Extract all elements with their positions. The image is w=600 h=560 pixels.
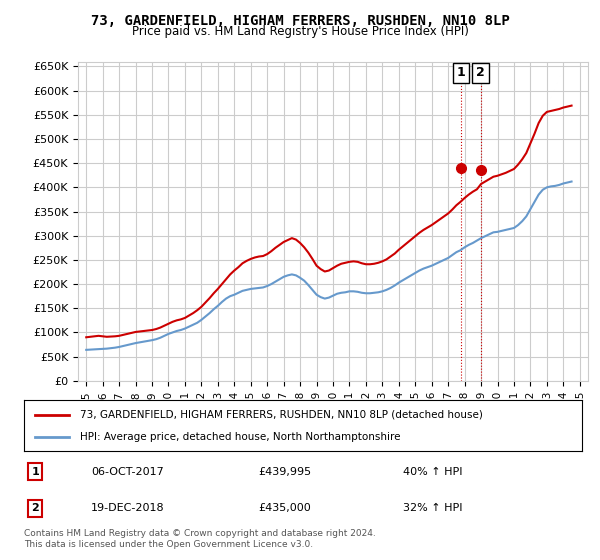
Text: Price paid vs. HM Land Registry's House Price Index (HPI): Price paid vs. HM Land Registry's House … [131, 25, 469, 38]
Text: HPI: Average price, detached house, North Northamptonshire: HPI: Average price, detached house, Nort… [80, 432, 400, 442]
Text: £439,995: £439,995 [259, 467, 311, 477]
Text: 40% ↑ HPI: 40% ↑ HPI [403, 467, 463, 477]
Text: 73, GARDENFIELD, HIGHAM FERRERS, RUSHDEN, NN10 8LP (detached house): 73, GARDENFIELD, HIGHAM FERRERS, RUSHDEN… [80, 409, 482, 419]
Text: 1: 1 [457, 66, 465, 80]
Text: 32% ↑ HPI: 32% ↑ HPI [403, 503, 463, 513]
Text: 1: 1 [31, 467, 39, 477]
Text: 06-OCT-2017: 06-OCT-2017 [91, 467, 164, 477]
Text: 73, GARDENFIELD, HIGHAM FERRERS, RUSHDEN, NN10 8LP: 73, GARDENFIELD, HIGHAM FERRERS, RUSHDEN… [91, 14, 509, 28]
Text: Contains HM Land Registry data © Crown copyright and database right 2024.
This d: Contains HM Land Registry data © Crown c… [24, 529, 376, 549]
Text: £435,000: £435,000 [259, 503, 311, 513]
Text: 2: 2 [476, 66, 485, 80]
Text: 19-DEC-2018: 19-DEC-2018 [91, 503, 164, 513]
Text: 2: 2 [31, 503, 39, 513]
